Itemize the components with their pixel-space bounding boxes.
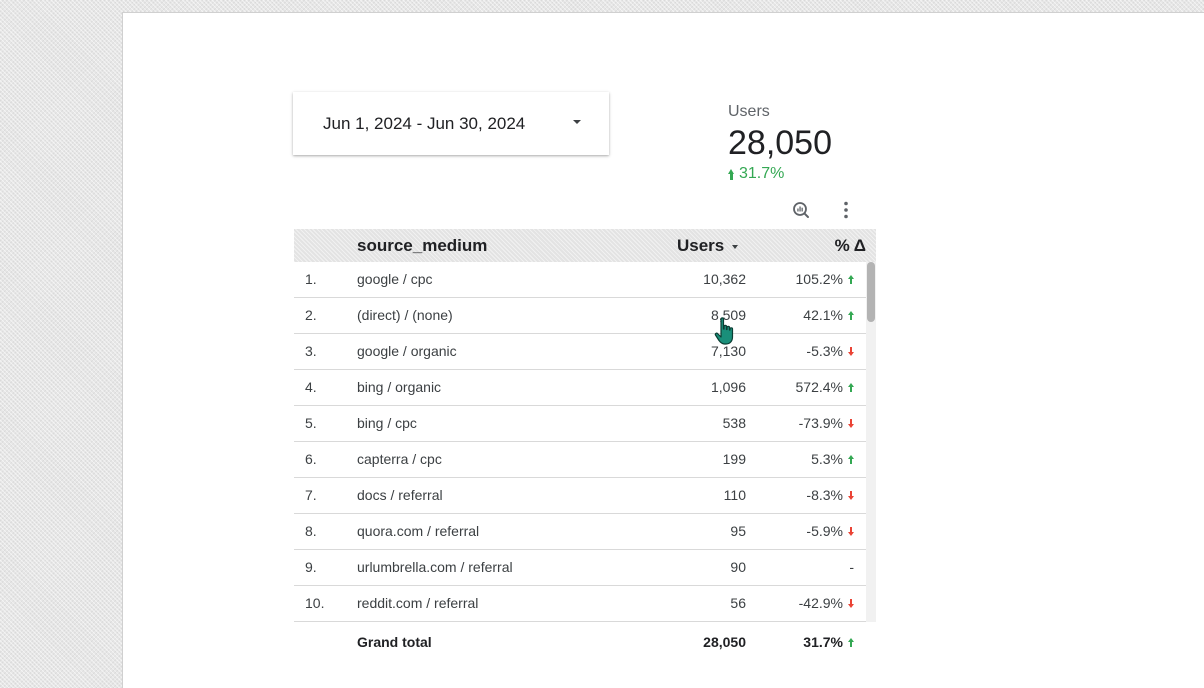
row-source-medium: bing / organic	[357, 379, 442, 395]
row-delta-value: 5.3%	[811, 451, 843, 467]
arrow-up-icon	[848, 310, 854, 320]
row-source-medium: quora.com / referral	[357, 523, 480, 539]
row-rank: 1.	[305, 271, 317, 287]
row-delta: -8.3%	[806, 487, 854, 503]
row-users: 10,362	[703, 271, 746, 287]
row-users: 95	[730, 523, 746, 539]
row-delta-value: -8.3%	[806, 487, 843, 503]
explore-icon[interactable]	[790, 199, 812, 221]
sort-desc-icon	[732, 244, 739, 249]
row-users: 7,130	[710, 343, 746, 359]
row-users: 90	[730, 559, 746, 575]
arrow-down-icon	[848, 418, 854, 428]
row-rank: 4.	[305, 379, 317, 395]
row-delta-value: 42.1%	[803, 307, 843, 323]
users-scorecard[interactable]: Users 28,050 31.7%	[728, 103, 888, 183]
row-users: 56	[730, 595, 746, 611]
row-delta-value: 572.4%	[795, 379, 843, 395]
row-delta-value: -5.3%	[806, 343, 843, 359]
row-source-medium: google / cpc	[357, 271, 433, 287]
row-delta: 42.1%	[803, 307, 854, 323]
arrow-up-icon	[848, 637, 854, 647]
table-row[interactable]: 7. docs / referral 110 -8.3%	[294, 478, 866, 514]
row-delta-value: -42.9%	[798, 595, 843, 611]
row-delta: 5.3%	[811, 451, 854, 467]
grand-total-row: Grand total 28,050 31.7%	[294, 622, 866, 662]
row-users: 1,096	[710, 379, 746, 395]
arrow-down-icon	[848, 598, 854, 608]
row-delta-value: -73.9%	[798, 415, 843, 431]
row-source-medium: bing / cpc	[357, 415, 417, 431]
row-rank: 7.	[305, 487, 317, 503]
row-rank: 9.	[305, 559, 317, 575]
table-row[interactable]: 4. bing / organic 1,096 572.4%	[294, 370, 866, 406]
row-source-medium: docs / referral	[357, 487, 443, 503]
row-source-medium: capterra / cpc	[357, 451, 442, 467]
row-source-medium: urlumbrella.com / referral	[357, 559, 513, 575]
row-delta-value: -	[849, 559, 854, 575]
scorecard-value: 28,050	[728, 124, 832, 162]
row-delta: -42.9%	[799, 595, 854, 611]
arrow-down-icon	[848, 490, 854, 500]
table-row[interactable]: 2. (direct) / (none) 8,509 42.1%	[294, 298, 866, 334]
date-range-control[interactable]: Jun 1, 2024 - Jun 30, 2024	[293, 92, 609, 155]
row-delta-value: 105.2%	[795, 271, 843, 287]
arrow-up-icon	[848, 382, 854, 392]
row-delta: -5.9%	[806, 523, 854, 539]
row-source-medium: reddit.com / referral	[357, 595, 479, 611]
column-header-delta[interactable]: % Δ	[834, 236, 866, 255]
grand-total-delta: 31.7%	[803, 634, 854, 650]
scorecard-delta: 31.7%	[728, 165, 888, 183]
scorecard-label: Users	[728, 103, 770, 120]
row-users: 110	[723, 487, 746, 503]
table-body: 1. google / cpc 10,362 105.2% 2. (direct) / (…	[294, 262, 876, 622]
row-rank: 10.	[305, 595, 325, 611]
arrow-down-icon	[848, 526, 854, 536]
grand-total-users: 28,050	[703, 634, 746, 650]
column-header-source[interactable]: source_medium	[357, 236, 488, 255]
row-delta-value: -5.9%	[806, 523, 843, 539]
table-row[interactable]: 5. bing / cpc 538 -73.9%	[294, 406, 866, 442]
row-rank: 2.	[305, 307, 317, 323]
row-users: 538	[722, 415, 746, 431]
table-row[interactable]: 8. quora.com / referral 95 -5.9%	[294, 514, 866, 550]
row-users: 199	[722, 451, 746, 467]
date-range-label: Jun 1, 2024 - Jun 30, 2024	[323, 114, 526, 133]
row-delta: -	[849, 559, 854, 575]
row-rank: 3.	[305, 343, 317, 359]
table-row[interactable]: 10. reddit.com / referral 56 -42.9%	[294, 586, 866, 622]
row-delta: -73.9%	[799, 415, 854, 431]
column-header-users-label: Users	[677, 236, 725, 255]
more-vert-icon[interactable]	[835, 199, 857, 221]
arrow-up-icon	[728, 168, 735, 180]
arrow-up-icon	[848, 274, 854, 284]
grand-total-label: Grand total	[357, 634, 432, 650]
row-delta: 105.2%	[796, 271, 854, 287]
grand-total-delta-value: 31.7%	[803, 634, 843, 650]
row-users: 8,509	[710, 307, 746, 323]
scrollbar-thumb[interactable]	[867, 262, 875, 322]
table-row[interactable]: 6. capterra / cpc 199 5.3%	[294, 442, 866, 478]
row-delta: 572.4%	[796, 379, 854, 395]
scorecard-delta-value: 31.7%	[739, 165, 785, 182]
column-header-users[interactable]: Users	[677, 236, 739, 256]
row-rank: 6.	[305, 451, 317, 467]
row-delta: -5.3%	[806, 343, 854, 359]
row-rank: 5.	[305, 415, 317, 431]
arrow-up-icon	[848, 454, 854, 464]
row-source-medium: google / organic	[357, 343, 457, 359]
arrow-down-icon	[848, 346, 854, 356]
table-row[interactable]: 9. urlumbrella.com / referral 90 -	[294, 550, 866, 586]
table-header: source_medium Users % Δ	[294, 229, 876, 262]
scrollbar-track[interactable]	[866, 262, 876, 622]
source-medium-table: source_medium Users % Δ 1. google / cpc 10…	[294, 229, 876, 662]
table-row[interactable]: 3. google / organic 7,130 -5.3%	[294, 334, 866, 370]
row-rank: 8.	[305, 523, 317, 539]
row-source-medium: (direct) / (none)	[357, 307, 453, 323]
dropdown-caret-icon	[573, 120, 581, 124]
table-row[interactable]: 1. google / cpc 10,362 105.2%	[294, 262, 866, 298]
